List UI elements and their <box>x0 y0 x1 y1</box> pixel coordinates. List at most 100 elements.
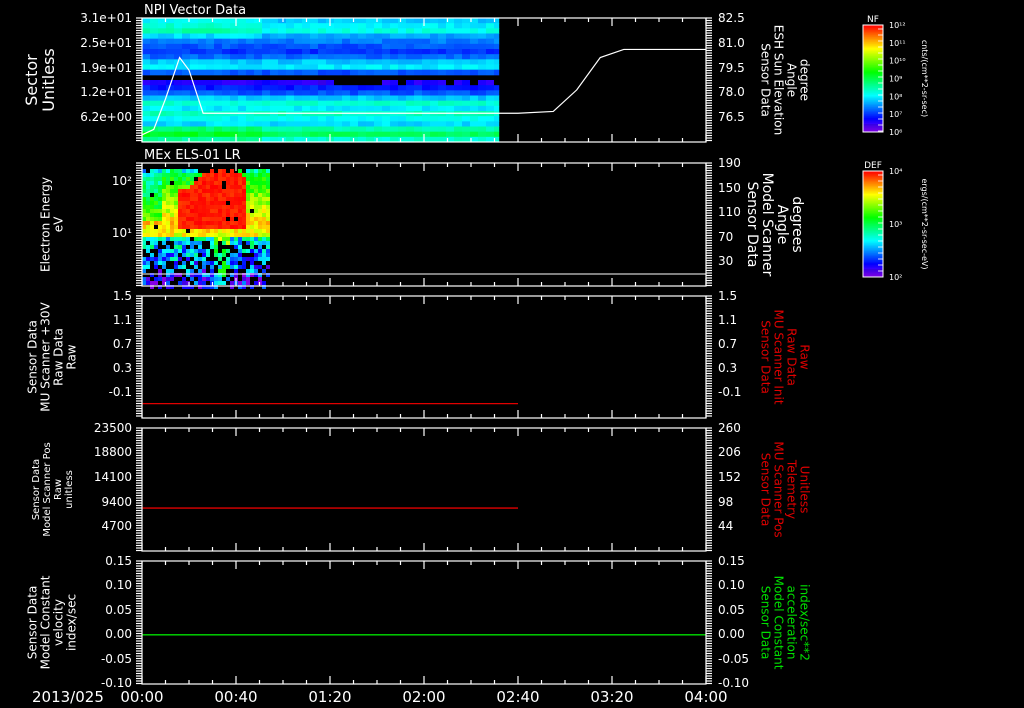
colorbar-cell <box>863 235 883 237</box>
spectrogram-cell <box>246 121 254 127</box>
spectrogram-cell <box>162 205 166 209</box>
spectrogram-cell <box>246 90 254 96</box>
colorbar-tick-label: 10¹⁰ <box>889 57 906 66</box>
colorbar-cell <box>863 187 883 189</box>
spectrogram-cell <box>142 277 146 281</box>
spectrogram-cell <box>302 59 310 65</box>
spectrogram-cell <box>286 80 294 86</box>
spectrogram-cell <box>374 54 382 60</box>
spectrogram-cell <box>246 197 250 201</box>
spectrogram-cell <box>246 131 254 138</box>
spectrogram-cell <box>318 54 326 60</box>
spectrogram-cell <box>234 213 238 217</box>
spectrogram-cell <box>186 197 190 201</box>
colorbar-cell <box>863 30 883 32</box>
spectrogram-cell <box>470 95 478 102</box>
spectrogram-cell <box>398 43 406 50</box>
colorbar-units: cnts/(cm**2-sr-sec) <box>920 40 929 117</box>
spectrogram-cell <box>270 116 278 122</box>
spectrogram-cell <box>170 285 174 289</box>
spectrogram-cell <box>318 100 326 107</box>
spectrogram-cell <box>190 116 198 122</box>
spectrogram-cell <box>230 225 234 229</box>
y2-tick-label: -0.05 <box>718 652 749 666</box>
y2-axis-title-line: Sensor Data <box>759 586 773 660</box>
spectrogram-cell <box>214 54 222 60</box>
spectrogram-cell <box>198 49 206 55</box>
spectrogram-cell <box>262 181 266 185</box>
spectrogram-cell <box>478 54 486 60</box>
spectrogram-cell <box>210 181 214 185</box>
spectrogram-cell <box>254 59 262 65</box>
spectrogram-cell <box>194 241 198 245</box>
spectrogram-cell <box>214 121 222 127</box>
spectrogram-cell <box>170 193 174 197</box>
colorbar-cell <box>863 174 883 176</box>
spectrogram-cell <box>166 100 174 107</box>
spectrogram-cell <box>286 126 294 133</box>
spectrogram-cell <box>366 136 374 143</box>
spectrogram-cell <box>398 38 406 45</box>
spectrogram-cell <box>446 59 454 65</box>
spectrogram-cell <box>194 193 198 197</box>
spectrogram-cell <box>286 105 294 112</box>
spectrogram-cell <box>310 64 318 71</box>
spectrogram-cell <box>414 28 422 34</box>
spectrogram-cell <box>182 209 186 213</box>
colorbar-cell <box>863 34 883 36</box>
colorbar-cell <box>863 41 883 43</box>
spectrogram-cell <box>262 169 266 173</box>
spectrogram-cell <box>142 23 150 29</box>
spectrogram-cell <box>146 245 150 249</box>
spectrogram-cell <box>238 193 242 197</box>
spectrogram-cell <box>246 209 250 213</box>
colorbar-cell <box>863 40 883 42</box>
spectrogram-cell <box>266 189 270 193</box>
spectrogram-cell <box>158 169 162 173</box>
spectrogram-cell <box>170 249 174 253</box>
colorbar-cell <box>863 27 883 29</box>
spectrogram-cell <box>158 69 166 76</box>
spectrogram-cell <box>222 38 230 45</box>
spectrogram-cell <box>246 241 250 245</box>
spectrogram-cell <box>486 131 494 138</box>
spectrogram-cell <box>186 221 190 225</box>
y2-tick-label: 44 <box>718 519 733 533</box>
spectrogram-cell <box>478 28 486 34</box>
spectrogram-cell <box>206 100 214 107</box>
spectrogram-cell <box>246 173 250 177</box>
spectrogram-cell <box>258 253 262 257</box>
spectrogram-cell <box>334 100 342 107</box>
spectrogram-cell <box>202 189 206 193</box>
spectrogram-cell <box>182 261 186 265</box>
spectrogram-cell <box>250 197 254 201</box>
spectrogram-cell <box>234 173 238 177</box>
spectrogram-cell <box>178 225 182 229</box>
colorbar-cell <box>863 59 883 61</box>
spectrogram-cell <box>246 181 250 185</box>
spectrogram-cell <box>222 209 226 213</box>
spectrogram-cell <box>422 28 430 34</box>
colorbar-cell <box>863 69 883 71</box>
spectrogram-cell <box>254 18 262 24</box>
colorbar-cell <box>863 102 883 104</box>
spectrogram-cell <box>382 90 390 96</box>
spectrogram-cell <box>258 229 262 233</box>
colorbar-cell <box>863 62 883 64</box>
spectrogram-cell <box>238 213 242 217</box>
spectrogram-cell <box>178 209 182 213</box>
spectrogram-cell <box>254 225 258 229</box>
spectrogram-cell <box>278 121 286 127</box>
colorbar-cell <box>863 75 883 77</box>
spectrogram-cell <box>366 54 374 60</box>
colorbar-cell <box>863 236 883 238</box>
spectrogram-cell <box>226 261 230 265</box>
spectrogram-cell <box>150 169 154 173</box>
spectrogram-cell <box>470 33 478 40</box>
spectrogram-cell <box>182 189 186 193</box>
colorbar-tick-label: 10⁹ <box>889 75 902 84</box>
y-axis-title-line: Raw <box>65 344 79 369</box>
spectrogram-cell <box>414 136 422 143</box>
spectrogram-cell <box>238 189 242 193</box>
spectrogram-cell <box>470 90 478 96</box>
